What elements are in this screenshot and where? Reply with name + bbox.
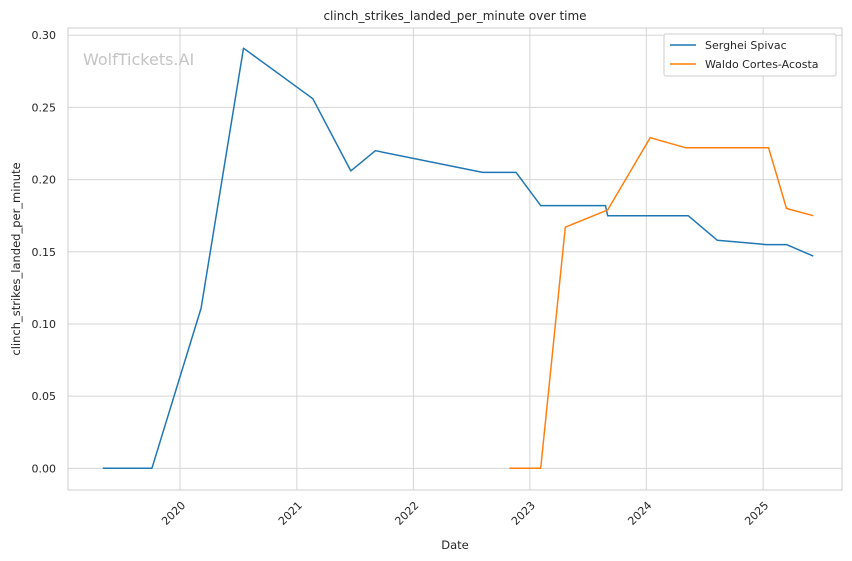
legend-label-serghei-spivac: Serghei Spivac [705, 39, 787, 52]
x-tick-label: 2023 [509, 499, 538, 528]
watermark-text: WolfTickets.AI [83, 50, 194, 69]
x-tick-labels: 2020 2021 2022 2023 2024 2025 [159, 499, 771, 528]
y-tick-label: 0.10 [32, 318, 57, 331]
plot-background [67, 27, 843, 491]
y-tick-labels: 0.00 0.05 0.10 0.15 0.20 0.25 0.30 [32, 29, 57, 475]
y-tick-label: 0.00 [32, 462, 57, 475]
legend-label-waldo-cortes-acosta: Waldo Cortes-Acosta [705, 58, 819, 71]
y-tick-label: 0.05 [32, 390, 57, 403]
y-tick-label: 0.20 [32, 174, 57, 187]
legend: Serghei Spivac Waldo Cortes-Acosta [663, 33, 837, 77]
x-tick-label: 2025 [742, 499, 771, 528]
chart-title: clinch_strikes_landed_per_minute over ti… [323, 9, 586, 23]
x-axis-label: Date [441, 538, 469, 552]
x-tick-label: 2024 [625, 499, 654, 528]
legend-box [663, 33, 837, 77]
series-line-waldo-cortes-acosta [509, 136, 814, 470]
y-tick-label: 0.15 [32, 246, 57, 259]
y-axis-label: clinch_strikes_landed_per_minute [9, 162, 23, 355]
x-tick-label: 2022 [392, 499, 421, 528]
series-line-serghei-spivac [102, 47, 814, 470]
x-tick-label: 2021 [276, 499, 305, 528]
y-tick-label: 0.30 [32, 29, 57, 42]
series-lines [102, 47, 814, 470]
y-tick-label: 0.25 [32, 101, 57, 114]
x-tick-label: 2020 [159, 499, 188, 528]
